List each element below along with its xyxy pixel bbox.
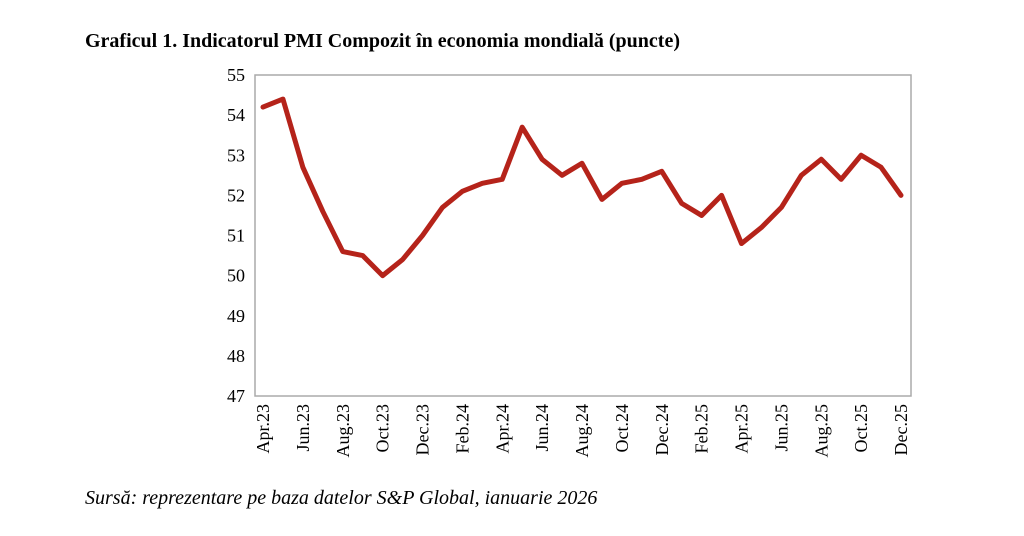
x-tick-label: Dec.23 (413, 404, 433, 455)
x-tick-label: Jun.24 (532, 404, 552, 452)
y-tick-label: 50 (227, 266, 245, 286)
x-tick-label: Aug.25 (811, 404, 831, 458)
x-tick-label: Dec.25 (891, 404, 911, 455)
x-tick-label: Oct.24 (612, 404, 632, 453)
y-tick-label: 53 (227, 145, 245, 165)
y-tick-label: 51 (227, 226, 245, 246)
x-tick-label: Oct.23 (373, 404, 393, 453)
x-tick-label: Apr.25 (732, 404, 752, 454)
y-tick-label: 54 (227, 105, 245, 125)
y-tick-label: 48 (227, 346, 245, 366)
x-tick-label: Jun.25 (771, 404, 791, 452)
x-tick-label: Apr.23 (253, 404, 273, 454)
y-tick-label: 52 (227, 185, 245, 205)
x-tick-label: Aug.23 (333, 404, 353, 458)
x-tick-label: Dec.24 (652, 404, 672, 455)
x-tick-label: Oct.25 (851, 404, 871, 453)
x-tick-label: Feb.25 (692, 404, 712, 454)
x-tick-label: Feb.24 (452, 404, 472, 454)
y-tick-label: 49 (227, 306, 245, 326)
chart-source: Sursă: reprezentare pe baza datelor S&P … (85, 487, 598, 509)
chart-title: Graficul 1. Indicatorul PMI Compozit în … (85, 30, 680, 52)
series-line (260, 96, 904, 279)
y-tick-label: 47 (227, 386, 245, 406)
x-tick-label: Apr.24 (492, 404, 512, 454)
y-tick-label: 55 (227, 65, 245, 85)
x-tick-label: Jun.23 (293, 404, 313, 452)
x-tick-label: Aug.24 (572, 404, 592, 458)
plot-frame (254, 74, 912, 397)
